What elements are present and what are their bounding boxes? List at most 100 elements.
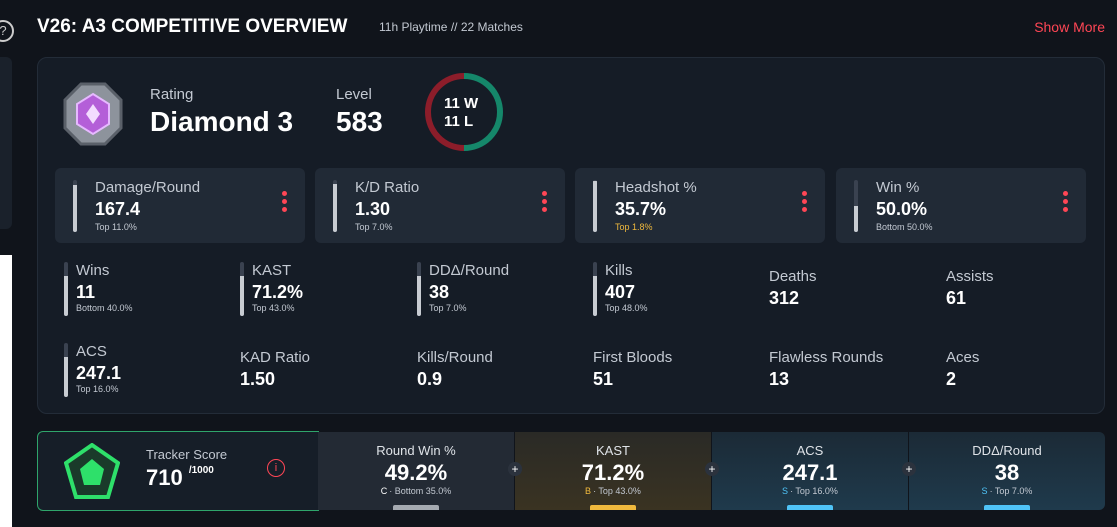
show-more[interactable]: Show More	[1034, 19, 1105, 35]
card-label: Damage/Round	[95, 179, 201, 196]
playtime: 11h Playtime // 22 Matches	[379, 20, 523, 34]
cell-tab	[787, 505, 833, 510]
stat-sub: Top 48.0%	[605, 303, 648, 313]
help-icon[interactable]: ?	[0, 20, 14, 42]
percentile-bar	[64, 343, 68, 397]
percentile-bar	[240, 262, 244, 316]
tracker-label: Tracker Score	[146, 447, 228, 462]
stat-value: 247.1	[76, 363, 122, 383]
menu-dots[interactable]	[542, 191, 547, 215]
percentile-bar	[417, 262, 421, 316]
stat-value: 11	[76, 282, 96, 302]
menu-dots[interactable]	[1063, 191, 1068, 215]
card-value: 1.30	[355, 199, 391, 219]
cell-label: DDΔ/Round	[972, 443, 1042, 458]
stat-value: 13	[769, 369, 790, 389]
tracker-cell: Round Win % 49.2% C · Bottom 35.0%	[318, 432, 514, 510]
cell-tab	[393, 505, 439, 510]
stat-label: Wins	[76, 262, 110, 279]
percentile-bar	[593, 262, 597, 316]
card-label: K/D Ratio	[355, 179, 420, 196]
wins: 11	[444, 95, 460, 112]
tracker-icon	[64, 443, 120, 499]
rating: Diamond 3	[150, 106, 294, 137]
plus-icon: +	[705, 462, 719, 476]
side-panel	[0, 57, 12, 229]
percentile-bar	[593, 180, 597, 232]
stat-label: Aces	[946, 349, 980, 366]
side-white	[0, 255, 12, 527]
percentile-bar	[73, 180, 77, 232]
stat-value: 0.9	[417, 369, 443, 389]
cell-percentile: · Bottom 35.0%	[389, 486, 452, 496]
wins-unit: W	[464, 95, 479, 112]
stat-label: Assists	[946, 268, 994, 285]
stat-card	[315, 168, 565, 243]
grade: B	[585, 486, 592, 496]
tracker-cell: DDΔ/Round 38 S · Top 7.0%	[909, 432, 1105, 510]
card-value: 35.7%	[615, 199, 667, 219]
stat-value: 312	[769, 288, 800, 308]
stat-card	[575, 168, 825, 243]
rank-icon	[63, 82, 123, 146]
stat-label: Kills/Round	[417, 349, 493, 366]
info-icon[interactable]: i	[267, 459, 285, 477]
playtime-text: 11h Playtime	[379, 20, 448, 34]
stat-sub: Top 16.0%	[76, 384, 119, 394]
card-value: 50.0%	[876, 199, 928, 219]
score-max: /1000	[188, 465, 214, 476]
menu-dots[interactable]	[282, 191, 287, 215]
card-sub: Top 7.0%	[355, 222, 393, 232]
stat-value: 51	[593, 369, 614, 389]
cell-sub: B · Top 43.0%	[515, 486, 711, 496]
win-loss: 11 W 11 L	[444, 95, 478, 131]
stat-label: ACS	[76, 343, 107, 360]
cell-sub: C · Bottom 35.0%	[318, 486, 514, 496]
stat-label: First Bloods	[593, 349, 673, 366]
cell-value: 49.2%	[384, 460, 448, 485]
title: V26: A3 COMPETITIVE OVERVIEW	[37, 16, 348, 37]
stat-value: 38	[429, 282, 450, 302]
stat-value: 71.2%	[252, 282, 304, 302]
losses-unit: L	[464, 113, 474, 130]
matches-text: // 22 Matches	[450, 20, 523, 34]
cell-percentile: · Top 7.0%	[989, 486, 1033, 496]
stat-label: Kills	[605, 262, 633, 279]
card-sub: Top 1.8%	[615, 222, 653, 232]
stat-label: DDΔ/Round	[429, 262, 510, 279]
stat-sub: Top 43.0%	[252, 303, 295, 313]
stat-card	[836, 168, 1086, 243]
level-label: Level	[336, 86, 372, 103]
stat-value: 2	[946, 369, 957, 389]
stat-value: 61	[946, 288, 967, 308]
percentile-bar	[854, 180, 858, 232]
score: 710	[146, 465, 183, 490]
cell-tab	[984, 505, 1030, 510]
stat-label: Flawless Rounds	[769, 349, 884, 366]
stat-label: Deaths	[769, 268, 817, 285]
tracker-score: 710 /1000	[146, 465, 214, 491]
cell-label: ACS	[796, 443, 824, 458]
menu-dots[interactable]	[802, 191, 807, 215]
cell-value: 38	[994, 460, 1020, 485]
stat-sub: Bottom 40.0%	[76, 303, 133, 313]
card-label: Headshot %	[615, 179, 697, 196]
card-value: 167.4	[95, 199, 141, 219]
level: 583	[336, 106, 383, 137]
cell-sub: S · Top 16.0%	[712, 486, 908, 496]
tracker-cell: KAST 71.2% B · Top 43.0%	[515, 432, 711, 510]
stat-value: 1.50	[240, 369, 276, 389]
stat-label: KAST	[252, 262, 292, 279]
percentile-bar	[333, 180, 337, 232]
stat-sub: Top 7.0%	[429, 303, 467, 313]
cell-tab	[590, 505, 636, 510]
plus-icon: +	[508, 462, 522, 476]
card-sub: Bottom 50.0%	[876, 222, 933, 232]
grade: C	[380, 486, 388, 496]
grade: S	[782, 486, 789, 496]
cell-label: Round Win %	[376, 443, 456, 458]
losses: 11	[444, 113, 460, 130]
plus-icon: +	[902, 462, 916, 476]
percentile-bar	[64, 262, 68, 316]
